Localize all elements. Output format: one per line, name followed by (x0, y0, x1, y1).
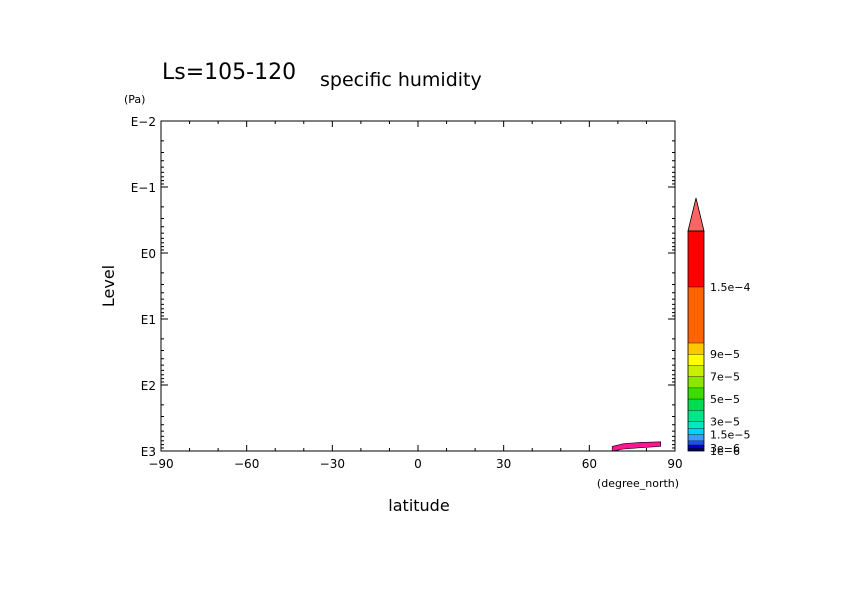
colorbar-frame (687, 230, 705, 452)
colorbar-label: 1e−6 (710, 445, 740, 458)
plot-frame (160, 120, 676, 452)
colorbar-segment (688, 376, 704, 388)
colorbar-segment (688, 387, 704, 400)
x-tick-label: −60 (234, 457, 259, 471)
colorbar-label: 3e−6 (710, 442, 740, 455)
chart-title: specific humidity (320, 69, 482, 91)
x-tick-label: −90 (148, 457, 173, 471)
y-axis-ticks: E−2 E−1 E0 E1 E2 E3 (131, 115, 675, 459)
colorbar-label: 5e−5 (710, 393, 740, 406)
x-axis-label: latitude (388, 496, 449, 515)
colorbar-label: 1.5e−4 (710, 281, 750, 294)
colorbar-segment (688, 444, 704, 448)
colorbar-label: 3e−5 (710, 415, 740, 428)
colorbar-segment (688, 399, 704, 411)
colorbar-segment (688, 287, 704, 344)
colorbar-label: 1.5e−5 (710, 429, 750, 442)
colorbar-label: 7e−5 (710, 371, 740, 384)
colorbar-segment (688, 343, 704, 355)
colorbar-segment (688, 447, 704, 451)
colorbar-segment (688, 434, 704, 441)
contour-region (611, 441, 662, 452)
colorbar-segment (688, 365, 704, 377)
y-tick-label: E3 (141, 445, 156, 459)
contour-fill-layer (611, 441, 662, 452)
y-tick-label: E−2 (131, 115, 156, 129)
y-tick-label: E0 (141, 247, 156, 261)
colorbar-segment (688, 428, 704, 435)
colorbar-segment (688, 231, 704, 288)
colorbar: 1e−63e−61.5e−53e−5 5e−5 7e−5 9e−5 1.5e−4 (687, 197, 750, 458)
x-axis-ticks: −90 −60 −30 0 30 60 90 (148, 121, 683, 471)
y-axis-label: Level (99, 265, 118, 307)
x-tick-label: 30 (496, 457, 511, 471)
colorbar-segment (688, 354, 704, 366)
x-tick-label: 60 (582, 457, 597, 471)
colorbar-segment (688, 410, 704, 422)
y-tick-label: E−1 (131, 181, 156, 195)
y-tick-label: E1 (141, 313, 156, 327)
y-tick-label: E2 (141, 379, 156, 393)
x-axis-unit: (degree_north) (597, 477, 679, 490)
x-tick-label: 0 (414, 457, 422, 471)
x-tick-label: −30 (320, 457, 345, 471)
colorbar-extend-arrow (687, 197, 705, 232)
y-axis-unit: (Pa) (124, 93, 145, 106)
x-tick-label: 90 (667, 457, 682, 471)
chart-title-prefix: Ls=105-120 (162, 60, 296, 85)
colorbar-segment (688, 421, 704, 429)
colorbar-label: 9e−5 (710, 348, 740, 361)
colorbar-segment (688, 440, 704, 445)
